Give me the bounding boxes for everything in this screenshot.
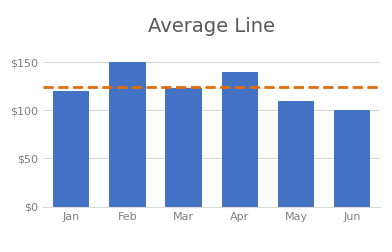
- Bar: [221, 72, 258, 207]
- Bar: [165, 88, 202, 207]
- Bar: [53, 91, 89, 207]
- Bar: [278, 101, 314, 207]
- Title: Average Line: Average Line: [148, 17, 275, 36]
- Bar: [109, 62, 146, 207]
- Bar: [334, 110, 370, 207]
